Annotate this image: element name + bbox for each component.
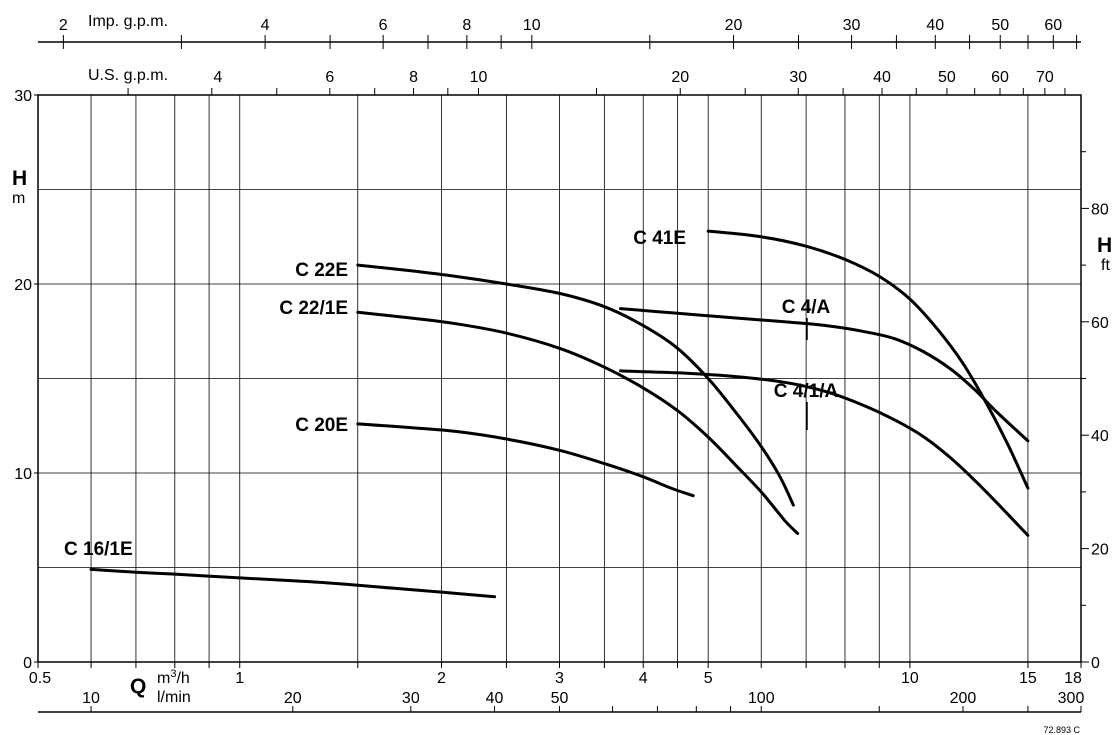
imp-tick-label: 4 — [261, 17, 270, 34]
curve-c-41e — [706, 229, 1030, 490]
lmin-tick-label: 20 — [284, 690, 302, 707]
us-tick-label: 10 — [470, 69, 488, 86]
us-tick-label: 6 — [325, 69, 334, 86]
right-tick-label: 60 — [1091, 315, 1109, 332]
imp-gpm-axis: 2 4 6 8 10 20 30 40 50 60 Imp. g.p.m. — [38, 13, 1081, 49]
lmin-tick-label: 50 — [551, 690, 569, 707]
imp-gpm-label: Imp. g.p.m. — [88, 13, 168, 30]
lmin-tick-label: 200 — [950, 690, 977, 707]
right-tick-label: 40 — [1091, 428, 1109, 445]
imp-tick-label: 40 — [926, 17, 944, 34]
lmin-tick-label: 30 — [402, 690, 420, 707]
left-axis-unit: m — [12, 190, 25, 207]
us-tick-label: 20 — [671, 69, 689, 86]
imp-tick-label: 30 — [843, 17, 861, 34]
curve-c-4-a — [619, 307, 1030, 443]
us-tick-label: 70 — [1036, 69, 1054, 86]
bottom-axis: 0.5 1 2 3 4 5 10 15 18 10 20 30 40 50 100 200 300 Q m3/… — [29, 662, 1085, 713]
m3h-tick-label: 0.5 — [29, 670, 51, 687]
m3h-tick-label: 1 — [235, 670, 244, 687]
right-axis: 0 20 40 60 80 H ft — [1081, 151, 1112, 672]
m3h-tick-label: 4 — [639, 670, 648, 687]
curve-c-22-1e — [356, 310, 800, 535]
m3h-tick-label: 3 — [555, 670, 564, 687]
q-unit-lmin: l/min — [157, 689, 191, 706]
lmin-tick-label: 10 — [82, 690, 100, 707]
series-label-c-16-1e: C 16/1E — [64, 539, 133, 560]
right-tick-label: 0 — [1091, 655, 1100, 672]
left-axis: 0 10 20 30 H m — [12, 88, 38, 672]
us-tick-label: 30 — [789, 69, 807, 86]
us-gpm-axis: U.S. g.p.m. 4 6 8 10 20 30 40 50 60 70 — [88, 67, 1066, 95]
series-label-c-4-a: C 4/A — [782, 297, 831, 318]
m3h-tick-label: 2 — [437, 670, 446, 687]
series-label-c-20e: C 20E — [295, 415, 348, 436]
horizontal-grid — [38, 189, 1081, 568]
series-label-c-22e: C 22E — [295, 260, 348, 281]
imp-tick-label: 8 — [462, 17, 471, 34]
right-axis-unit: ft — [1101, 257, 1110, 274]
curve-c-20e — [356, 422, 695, 498]
m3h-tick-label: 10 — [901, 670, 919, 687]
series-label-c-4-1-a: C 4/1/A — [774, 381, 839, 402]
m3h-tick-label: 15 — [1019, 670, 1037, 687]
q-unit-m3h: m3/h — [157, 668, 190, 687]
us-tick-label: 8 — [409, 69, 418, 86]
left-tick-label: 30 — [14, 88, 32, 105]
imp-tick-label: 2 — [59, 17, 68, 34]
us-tick-label: 40 — [873, 69, 891, 86]
us-tick-label: 4 — [213, 69, 222, 86]
us-tick-label: 50 — [938, 69, 956, 86]
left-axis-letter: H — [12, 167, 27, 190]
imp-tick-label: 6 — [379, 17, 388, 34]
series-label-c-41e: C 41E — [633, 228, 686, 249]
left-tick-label: 20 — [14, 277, 32, 294]
pump-curves — [89, 229, 1030, 599]
lmin-tick-label: 100 — [748, 690, 775, 707]
us-gpm-label: U.S. g.p.m. — [88, 67, 168, 84]
us-tick-label: 60 — [991, 69, 1009, 86]
lmin-tick-label: 300 — [1058, 690, 1085, 707]
imp-tick-label: 50 — [991, 17, 1009, 34]
curve-c-4-1-a — [619, 369, 1030, 537]
right-axis-letter: H — [1097, 234, 1112, 257]
curve-c-22e — [356, 263, 795, 507]
q-letter: Q — [130, 675, 146, 698]
series-label-c-22-1e: C 22/1E — [279, 298, 348, 319]
lmin-tick-label: 40 — [486, 690, 504, 707]
imp-tick-label: 20 — [725, 17, 743, 34]
imp-tick-label: 60 — [1044, 17, 1062, 34]
right-tick-label: 80 — [1091, 201, 1109, 218]
m3h-tick-label: 18 — [1064, 670, 1082, 687]
series-labels: C 16/1E C 22E C 22/1E C 20E C 41E C 4/A C 4/1/… — [64, 228, 838, 560]
imp-tick-label: 10 — [523, 17, 541, 34]
document-code: 72.893 C — [1043, 725, 1080, 735]
m3h-tick-label: 5 — [704, 670, 713, 687]
right-tick-label: 20 — [1091, 542, 1109, 559]
left-tick-label: 0 — [23, 655, 32, 672]
left-tick-label: 10 — [14, 466, 32, 483]
curve-c-16-1e — [89, 567, 497, 599]
